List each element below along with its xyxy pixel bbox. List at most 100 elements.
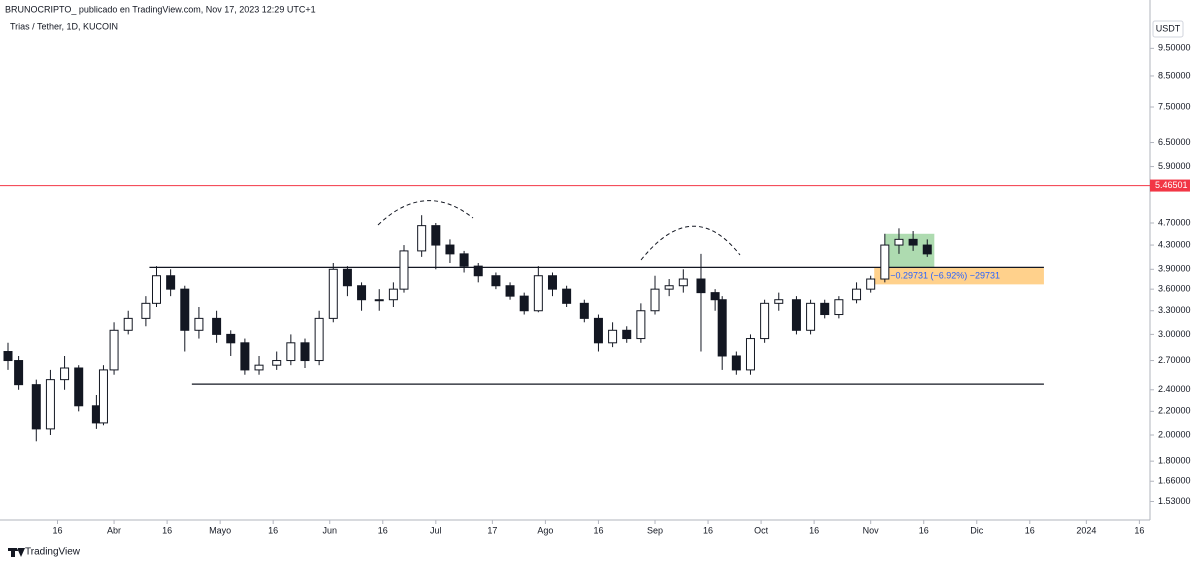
- candle-body: [286, 342, 296, 362]
- price-label-bg: [1150, 179, 1190, 192]
- candle-body: [342, 268, 352, 287]
- candle-body: [473, 265, 483, 277]
- candle-body: [593, 317, 603, 344]
- y-tick-label: 3.30000: [1158, 305, 1191, 315]
- x-tick-label: Jun: [322, 525, 337, 535]
- candle-body: [774, 299, 784, 304]
- candle-body: [3, 351, 13, 362]
- candle-body: [562, 288, 572, 304]
- candle-body: [852, 288, 862, 301]
- x-tick-label: Dic: [970, 525, 983, 535]
- x-tick-label: 16: [52, 525, 62, 535]
- candle-body: [894, 238, 904, 246]
- currency: USDT: [1156, 23, 1181, 33]
- candle-body: [166, 275, 176, 290]
- range-box: [874, 268, 1044, 285]
- candle-body: [491, 275, 501, 287]
- candle-body: [622, 329, 632, 340]
- candle-body: [880, 244, 890, 280]
- candle-body: [141, 302, 151, 319]
- candle-body: [254, 364, 264, 371]
- candle-body: [866, 278, 876, 290]
- candle-body: [98, 369, 108, 424]
- candle-body: [74, 367, 84, 407]
- x-tick-label: Nov: [863, 525, 880, 535]
- y-tick-label: 8.50000: [1158, 70, 1191, 80]
- x-tick-label: 16: [268, 525, 278, 535]
- y-tick-label: 6.50000: [1158, 137, 1191, 147]
- x-tick-label: Sep: [647, 525, 663, 535]
- y-tick-label: 1.80000: [1158, 456, 1191, 466]
- candle-body: [608, 329, 618, 344]
- candle-body: [745, 338, 755, 371]
- arc-annotation: [377, 200, 474, 226]
- candle-body: [109, 329, 119, 371]
- candle-body: [328, 268, 338, 319]
- measure-label: −0.29731 (−6.92%) −29731: [890, 271, 1000, 281]
- x-tick-label: 16: [593, 525, 603, 535]
- candle-body: [579, 302, 589, 319]
- candle-body: [710, 292, 720, 301]
- x-tick-label: 16: [162, 525, 172, 535]
- candle-body: [388, 288, 398, 301]
- price-label: 5.46501: [1155, 180, 1188, 190]
- candle-body: [664, 285, 674, 290]
- candle-body: [123, 317, 133, 331]
- candle-body: [300, 342, 310, 362]
- candle-body: [791, 299, 801, 331]
- candle-body: [547, 275, 557, 290]
- candle-body: [417, 225, 427, 252]
- x-tick-label: 17: [487, 525, 497, 535]
- candle-body: [45, 379, 55, 430]
- chart-title: Trias / Tether, 1D, KUCOIN: [10, 21, 118, 31]
- candle-body: [31, 384, 41, 430]
- candle-body: [908, 238, 918, 246]
- candle-body: [505, 285, 515, 297]
- source-line: BRUNOCRIPTO_ publicado en TradingView.co…: [5, 4, 316, 14]
- candle-body: [272, 360, 282, 366]
- candle-body: [445, 244, 455, 255]
- candle-body: [731, 355, 741, 371]
- y-tick-label: 9.50000: [1158, 43, 1191, 53]
- candle-body: [240, 342, 250, 371]
- x-tick-label: Ago: [537, 525, 553, 535]
- candle-body: [212, 317, 222, 335]
- candle-body: [14, 360, 24, 386]
- candle-body: [717, 299, 727, 357]
- candle-body: [194, 317, 204, 331]
- candle-body: [678, 278, 688, 287]
- candle-body: [650, 288, 660, 312]
- candle-body: [226, 333, 236, 344]
- footer: TradingView: [25, 547, 81, 558]
- candle-body: [314, 317, 324, 362]
- x-tick-label: Abr: [107, 525, 121, 535]
- y-tick-label: 1.53000: [1158, 496, 1191, 506]
- candle-body: [533, 275, 543, 312]
- candle-body: [399, 250, 409, 290]
- x-tick-label: Oct: [754, 525, 769, 535]
- candle-body: [374, 299, 384, 302]
- x-tick-label: 16: [1025, 525, 1035, 535]
- y-tick-label: 2.20000: [1158, 406, 1191, 416]
- currency-box: [1152, 20, 1184, 38]
- candle-body: [519, 295, 529, 312]
- y-tick-label: 4.70000: [1158, 217, 1191, 227]
- candle-body: [760, 302, 770, 340]
- x-tick-label: 16: [1134, 525, 1144, 535]
- candle-body: [459, 253, 469, 267]
- candle-body: [180, 288, 190, 331]
- x-tick-label: 16: [809, 525, 819, 535]
- x-tick-label: 16: [378, 525, 388, 535]
- logo: [8, 548, 25, 557]
- x-tick-label: Jul: [430, 525, 442, 535]
- candle-body: [820, 302, 830, 316]
- y-tick-label: 1.66000: [1158, 476, 1191, 486]
- y-tick-label: 3.00000: [1158, 329, 1191, 339]
- candle-body: [922, 244, 932, 255]
- candle-body: [151, 275, 161, 304]
- y-tick-label: 2.70000: [1158, 355, 1191, 365]
- candle-body: [636, 310, 646, 340]
- arc-annotation: [640, 225, 741, 261]
